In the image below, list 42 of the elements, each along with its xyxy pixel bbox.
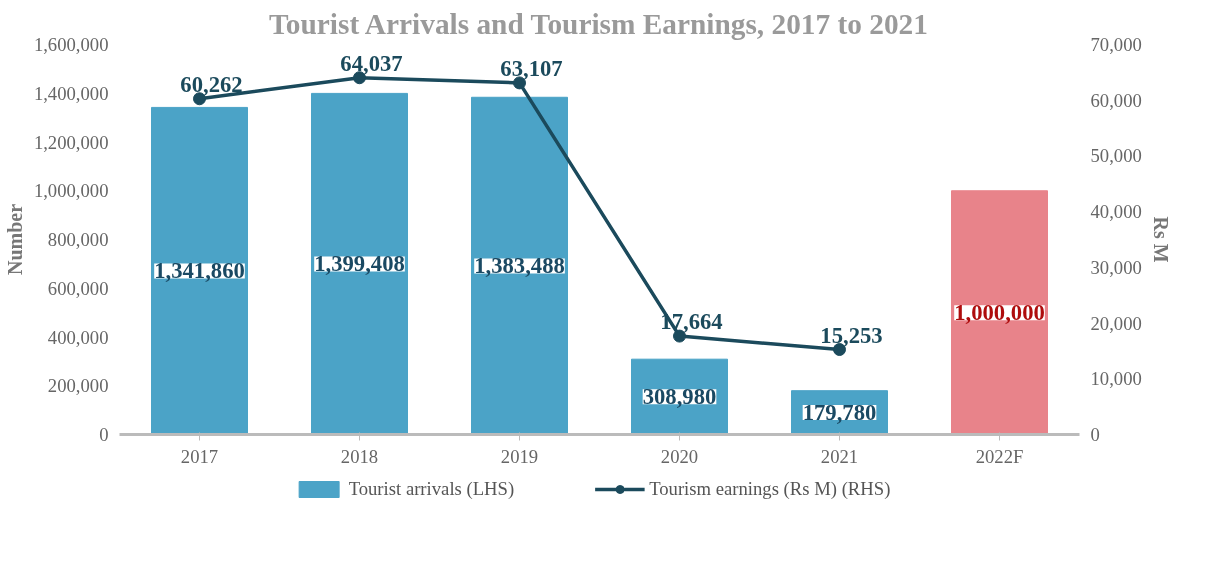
y2-axis-title: Rs M [1149,216,1172,263]
legend-label: Tourism earnings (Rs M) (RHS) [649,478,891,500]
x-tick-label: 2022F [975,445,1024,467]
y2-tick-label: 30,000 [1090,256,1142,278]
y2-tick-label: 10,000 [1090,368,1142,390]
y-tick-label: 0 [99,424,109,445]
bar [951,190,1048,435]
x-tick-label: 2020 [660,445,699,467]
y-tick-label: 1,600,000 [33,34,109,55]
data-label: 63,107 [500,55,563,81]
y-tick-label: 1,200,000 [33,131,109,153]
bar [151,106,248,435]
data-label: 179,780 [802,400,877,426]
bar [311,92,408,435]
data-label: 15,253 [820,322,883,348]
data-label: 308,980 [642,384,717,410]
chart-title: Tourist Arrivals and Tourism Earnings, 2017 to 2021 [268,7,928,40]
y-tick-label: 600,000 [47,277,109,299]
legend-label: Tourist arrivals (LHS) [348,478,515,500]
y2-tick-label: 40,000 [1090,201,1142,223]
data-label: 1,000,000 [954,300,1045,326]
x-tick-label: 2017 [180,445,219,467]
y2-tick-label: 0 [1090,424,1100,445]
y2-tick-label: 60,000 [1090,89,1142,111]
data-label: 1,383,488 [474,253,565,279]
bar [471,96,568,435]
y-tick-label: 400,000 [47,326,109,348]
data-label: 1,399,408 [314,251,405,277]
y-axis-title: Number [3,203,26,276]
data-label: 1,341,860 [154,258,245,284]
y2-tick-label: 20,000 [1090,312,1142,334]
data-label: 60,262 [180,71,243,97]
x-tick-label: 2018 [340,445,379,467]
y-tick-label: 1,000,000 [33,180,109,202]
x-tick-label: 2019 [500,445,539,467]
y2-tick-label: 70,000 [1090,34,1142,55]
y-tick-label: 200,000 [47,375,109,397]
y2-tick-label: 50,000 [1090,145,1142,167]
y-tick-label: 800,000 [47,229,109,250]
data-label: 64,037 [340,50,403,76]
y-tick-label: 1,400,000 [33,82,109,104]
x-tick-label: 2021 [820,445,859,467]
